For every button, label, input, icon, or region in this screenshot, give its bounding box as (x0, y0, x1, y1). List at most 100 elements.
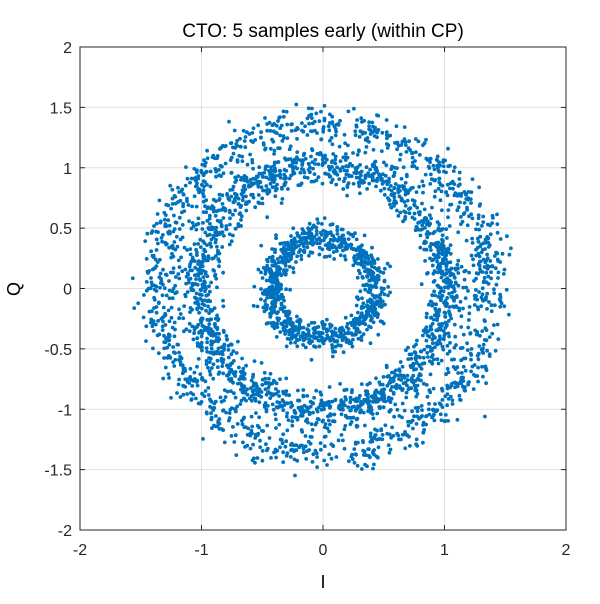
data-point (239, 224, 244, 228)
data-point (276, 389, 281, 394)
data-point (311, 335, 315, 339)
data-point (173, 351, 178, 355)
data-point (486, 245, 491, 249)
data-point (390, 164, 394, 169)
data-point (488, 232, 493, 237)
data-point (445, 260, 450, 265)
data-point (201, 171, 205, 176)
data-point (177, 276, 182, 281)
data-point (260, 291, 265, 295)
data-point (365, 187, 369, 191)
data-point (412, 414, 416, 419)
data-point (204, 169, 209, 174)
data-point (448, 251, 453, 256)
data-point (345, 155, 350, 160)
data-point (314, 388, 319, 393)
data-point (263, 167, 268, 172)
data-point (342, 132, 347, 137)
data-point (231, 212, 235, 217)
data-point (325, 333, 330, 338)
data-point (269, 305, 274, 310)
data-point (200, 302, 205, 306)
data-point (181, 316, 186, 321)
data-point (164, 273, 169, 277)
data-point (377, 437, 382, 441)
data-point (490, 213, 495, 218)
data-point (286, 252, 290, 256)
y-tick-label: -1.5 (44, 463, 72, 480)
data-point (232, 128, 237, 133)
data-point (372, 261, 377, 265)
data-point (163, 365, 168, 370)
data-point (461, 364, 466, 369)
data-point (376, 268, 380, 273)
data-point (206, 292, 211, 297)
data-point (259, 361, 264, 365)
data-point (231, 233, 235, 238)
data-point (448, 202, 452, 207)
data-point (219, 145, 224, 150)
data-point (207, 322, 212, 326)
data-point (490, 331, 495, 336)
data-point (475, 297, 480, 302)
data-point (172, 364, 177, 368)
data-point (213, 226, 218, 231)
data-point (259, 243, 264, 248)
data-point (257, 393, 262, 398)
data-point (398, 210, 403, 215)
data-point (166, 372, 171, 376)
data-point (384, 163, 389, 168)
data-point (347, 173, 352, 178)
data-point (459, 325, 464, 329)
data-point (259, 390, 264, 394)
data-point (414, 150, 418, 155)
data-point (199, 320, 204, 325)
data-point (457, 170, 462, 175)
data-point (448, 181, 453, 186)
data-point (264, 392, 269, 397)
data-point (353, 166, 358, 171)
data-point (307, 337, 312, 342)
data-point (305, 245, 310, 250)
data-point (333, 326, 338, 331)
data-point (214, 174, 218, 179)
data-point (197, 187, 202, 191)
data-point (463, 296, 468, 300)
data-point (249, 414, 254, 419)
data-point (430, 341, 435, 346)
data-point (257, 171, 262, 176)
data-point (295, 314, 299, 319)
data-point (303, 345, 308, 350)
data-point (358, 410, 362, 415)
data-point (233, 395, 238, 400)
data-point (210, 204, 215, 209)
data-point (178, 312, 183, 316)
data-point (398, 373, 403, 377)
data-point (294, 160, 299, 165)
data-point (259, 287, 263, 291)
data-point (342, 388, 347, 393)
data-point (349, 331, 354, 335)
data-point (219, 399, 224, 404)
data-point (382, 279, 387, 284)
data-point (400, 415, 404, 420)
data-point (283, 263, 288, 268)
data-point (333, 161, 338, 166)
data-point (200, 391, 205, 396)
data-point (368, 440, 373, 444)
data-point (301, 450, 306, 455)
data-point (445, 193, 450, 198)
data-point (260, 383, 265, 387)
data-point (373, 165, 378, 170)
data-point (381, 398, 386, 403)
data-point (250, 192, 255, 197)
data-point (449, 280, 454, 285)
data-point (172, 320, 177, 325)
data-point (474, 227, 478, 232)
data-point (446, 331, 451, 336)
data-point (354, 123, 359, 128)
data-point (438, 244, 443, 249)
data-point (201, 239, 206, 244)
data-point (260, 201, 265, 206)
data-point (244, 363, 249, 368)
